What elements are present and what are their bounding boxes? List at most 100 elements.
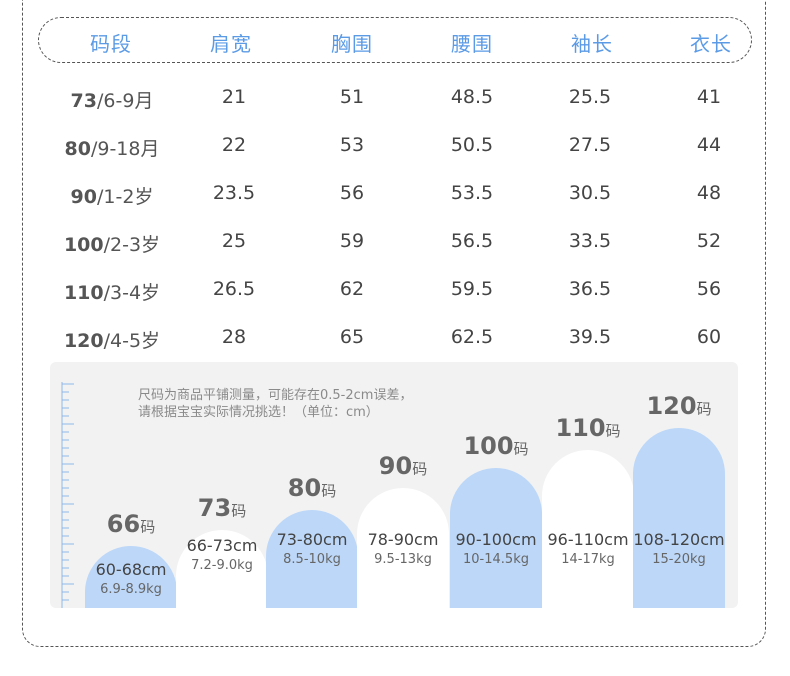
size-label: 110码 — [542, 414, 634, 442]
size-label: 66码 — [85, 510, 177, 538]
weight-range: 8.5-10kg — [283, 552, 341, 567]
size-label: 90码 — [357, 452, 449, 480]
weight-range: 10-14.5kg — [463, 552, 529, 567]
height-range: 66-73cm — [186, 536, 258, 555]
measurement-cell: 26.5 — [212, 278, 256, 300]
measurement-cell: 44 — [696, 134, 722, 156]
header-waist: 腰围 — [451, 32, 493, 56]
size-label-number: 73 — [197, 494, 232, 522]
size-label-number: 100 — [463, 432, 514, 460]
table-row: 120/4-5岁 28 65 62.5 39.5 60 — [0, 326, 790, 356]
height-range: 73-80cm — [276, 530, 348, 549]
size-label-unit: 码 — [696, 400, 712, 418]
table-row: 80/9-18月 22 53 50.5 27.5 44 — [0, 134, 790, 164]
size-cell: 100/2-3岁 — [64, 230, 160, 257]
size-bar: 78-90cm 9.5-13kg — [357, 488, 449, 608]
size-bar: 66-73cm 7.2-9.0kg — [176, 530, 268, 608]
weight-range: 15-20kg — [652, 552, 706, 567]
height-range: 96-110cm — [547, 530, 629, 549]
height-range: 108-120cm — [633, 530, 725, 549]
measurement-cell: 48.5 — [450, 86, 494, 108]
size-label: 100码 — [450, 432, 542, 460]
size-number: 80 — [64, 138, 91, 160]
measurement-cell: 56 — [339, 182, 365, 204]
size-bar: 96-110cm 14-17kg — [542, 450, 634, 608]
size-cell: 110/3-4岁 — [64, 278, 160, 305]
size-bar: 60-68cm 6.9-8.9kg — [85, 546, 177, 608]
size-label: 120码 — [633, 392, 725, 420]
measurement-cell: 25.5 — [568, 86, 612, 108]
size-label-unit: 码 — [513, 440, 529, 458]
measurement-cell: 28 — [221, 326, 247, 348]
size-bar: 73-80cm 8.5-10kg — [266, 510, 358, 608]
size-label: 73码 — [176, 494, 268, 522]
height-range: 78-90cm — [367, 530, 439, 549]
size-label-number: 110 — [555, 414, 606, 442]
measurement-cell: 36.5 — [568, 278, 612, 300]
weight-range: 7.2-9.0kg — [191, 558, 253, 573]
size-number: 120 — [63, 330, 104, 352]
measurement-cell: 53.5 — [450, 182, 494, 204]
size-label-unit: 码 — [321, 482, 337, 500]
table-row: 110/3-4岁 26.5 62 59.5 36.5 56 — [0, 278, 790, 308]
weight-range: 14-17kg — [561, 552, 615, 567]
table-header: 码段 肩宽 胸围 腰围 袖长 衣长 — [38, 17, 752, 63]
measurement-cell: 60 — [696, 326, 722, 348]
measurement-cell: 50.5 — [450, 134, 494, 156]
measurement-cell: 62 — [339, 278, 365, 300]
measurement-cell: 48 — [696, 182, 722, 204]
measurement-cell: 53 — [339, 134, 365, 156]
header-length: 衣长 — [690, 32, 732, 56]
age-range: /1-2岁 — [97, 186, 154, 208]
measurement-cell: 33.5 — [568, 230, 612, 252]
size-number: 73 — [70, 90, 98, 112]
size-label-number: 80 — [287, 474, 322, 502]
height-range: 60-68cm — [95, 560, 167, 579]
height-range: 90-100cm — [455, 530, 537, 549]
measurement-cell: 56.5 — [450, 230, 494, 252]
measurement-cell: 25 — [221, 230, 247, 252]
header-size: 码段 — [90, 32, 132, 56]
size-chart-frame — [22, 0, 766, 647]
size-guide-panel: 尺码为商品平铺测量，可能存在0.5-2cm误差， 请根据宝宝实际情况挑选！（单位… — [50, 362, 738, 608]
measurement-cell: 52 — [696, 230, 722, 252]
ruler-icon — [61, 382, 74, 608]
size-cell: 120/4-5岁 — [64, 326, 160, 353]
age-range: /4-5岁 — [103, 330, 161, 352]
note-line-2: 请根据宝宝实际情况挑选！（单位：cm） — [138, 405, 379, 420]
size-label-unit: 码 — [231, 502, 247, 520]
measurement-cell: 27.5 — [568, 134, 612, 156]
size-label-unit: 码 — [412, 460, 428, 478]
age-range: /9-18月 — [90, 138, 160, 160]
table-row: 90/1-2岁 23.5 56 53.5 30.5 48 — [0, 182, 790, 212]
size-label-number: 120 — [646, 392, 697, 420]
size-label: 80码 — [266, 474, 358, 502]
size-number: 100 — [63, 234, 104, 256]
size-label-unit: 码 — [605, 422, 621, 440]
age-range: /2-3岁 — [103, 234, 161, 256]
header-shoulder: 肩宽 — [210, 32, 252, 56]
weight-range: 6.9-8.9kg — [100, 582, 162, 597]
measurement-cell: 62.5 — [450, 326, 494, 348]
measurement-cell: 23.5 — [212, 182, 256, 204]
size-label-unit: 码 — [140, 518, 156, 536]
measurement-cell: 51 — [339, 86, 365, 108]
size-bar: 90-100cm 10-14.5kg — [450, 468, 542, 608]
size-cell: 73/6-9月 — [71, 86, 154, 113]
measurement-cell: 65 — [339, 326, 365, 348]
measurement-cell: 39.5 — [568, 326, 612, 348]
size-cell: 80/9-18月 — [65, 134, 160, 161]
header-sleeve: 袖长 — [571, 32, 613, 56]
size-cell: 90/1-2岁 — [71, 182, 154, 209]
size-number: 110 — [63, 282, 104, 304]
age-range: /3-4岁 — [103, 282, 161, 304]
measurement-cell: 21 — [221, 86, 247, 108]
table-row: 100/2-3岁 25 59 56.5 33.5 52 — [0, 230, 790, 260]
age-range: /6-9月 — [97, 90, 154, 112]
size-number: 90 — [70, 186, 98, 208]
size-label-number: 90 — [378, 452, 413, 480]
measurement-cell: 56 — [696, 278, 722, 300]
measurement-cell: 30.5 — [568, 182, 612, 204]
note-line-1: 尺码为商品平铺测量，可能存在0.5-2cm误差， — [138, 388, 413, 403]
size-label-number: 66 — [106, 510, 141, 538]
